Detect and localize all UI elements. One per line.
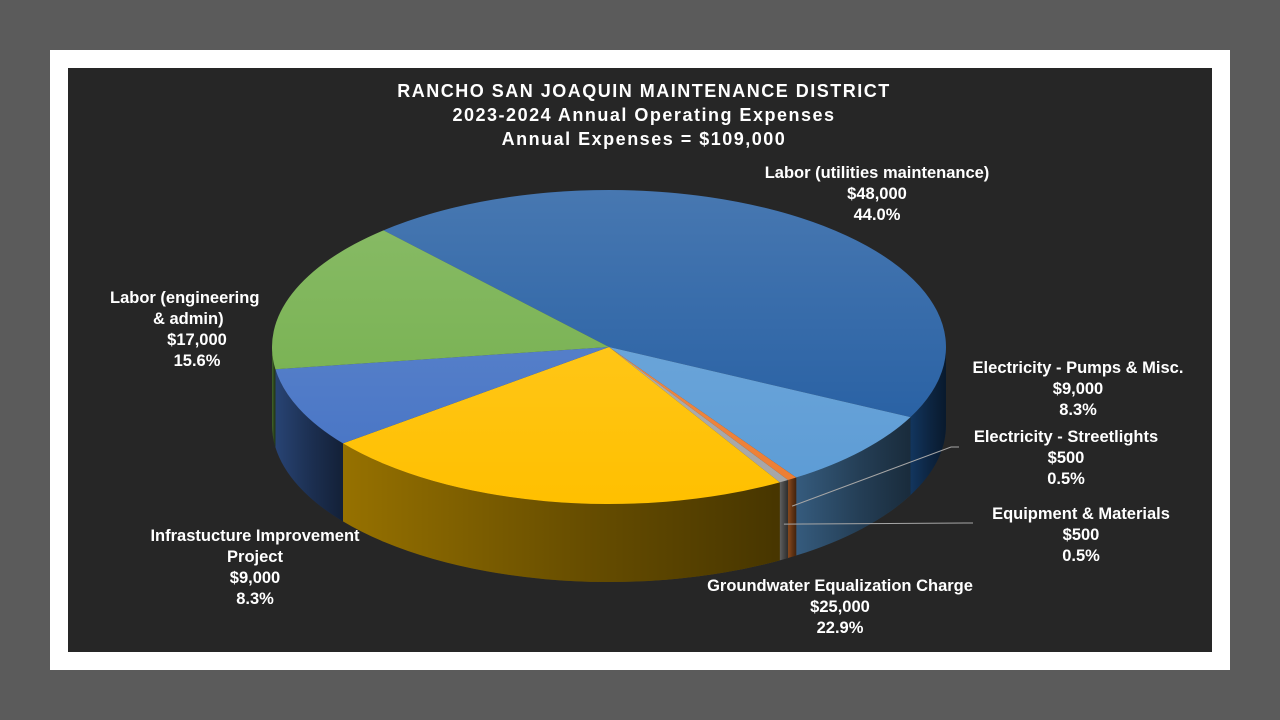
label-groundwater-name: Groundwater Equalization Charge [707, 577, 973, 595]
label-electricity-streetlights: Electricity - Streetlights $500 0.5% [950, 427, 1182, 490]
label-labor-utilities: Labor (utilities maintenance) $48,000 44… [737, 163, 1017, 226]
label-equipment-value: $500 [1062, 526, 1100, 544]
label-infrastructure-value: $9,000 [229, 569, 281, 587]
label-electricity-pumps-name: Electricity - Pumps & Misc. [972, 359, 1184, 377]
label-labor-engineering-name-1: Labor (engineering [110, 289, 260, 307]
label-electricity-pumps-value: $9,000 [1052, 380, 1104, 398]
chart-title: RANCHO SAN JOAQUIN MAINTENANCE DISTRICT … [0, 79, 1280, 151]
label-equipment-percent: 0.5% [1062, 547, 1100, 565]
label-electricity-pumps-percent: 8.3% [1059, 401, 1097, 419]
label-infrastructure-name-2: Project [227, 548, 283, 566]
label-labor-utilities-value: $48,000 [847, 185, 907, 203]
pie-side-shade-equipment-materials [779, 480, 789, 561]
title-line-3: Annual Expenses = $109,000 [501, 129, 787, 149]
label-labor-utilities-percent: 44.0% [853, 206, 901, 224]
label-groundwater-percent: 22.9% [816, 619, 864, 637]
label-electricity-streetlights-percent: 0.5% [1047, 470, 1085, 488]
label-infrastructure-percent: 8.3% [236, 590, 274, 608]
label-labor-engineering-name-2: & admin) [153, 310, 224, 328]
label-electricity-streetlights-value: $500 [1047, 449, 1085, 467]
pie-side-shade-groundwater-equalization-charge [342, 443, 780, 582]
label-infrastructure-name-1: Infrastucture Improvement [150, 527, 360, 545]
label-groundwater-value: $25,000 [810, 598, 870, 616]
pie-side-shade-labor-utilities-maintenance [910, 347, 946, 496]
leader-line-streetlights [791, 446, 959, 507]
label-labor-engineering-percent: 15.6% [173, 352, 221, 370]
pie-top-shine [272, 190, 946, 504]
pie-side-shade-electricity-streetlights [788, 477, 797, 559]
label-infrastructure: Infrastucture Improvement Project $9,000… [124, 526, 386, 610]
label-labor-utilities-name: Labor (utilities maintenance) [764, 164, 990, 182]
title-line-1: RANCHO SAN JOAQUIN MAINTENANCE DISTRICT [397, 81, 891, 101]
label-electricity-streetlights-name: Electricity - Streetlights [973, 428, 1159, 446]
label-equipment: Equipment & Materials $500 0.5% [968, 504, 1194, 567]
pie-side-shade-labor-engineering-admin [272, 347, 276, 448]
title-line-2: 2023-2024 Annual Operating Expenses [452, 105, 836, 125]
label-electricity-pumps: Electricity - Pumps & Misc. $9,000 8.3% [947, 358, 1209, 421]
pie-side-shade-electricity-pumps-misc [796, 417, 911, 556]
leader-line-equipment [783, 522, 973, 525]
label-labor-engineering-value: $17,000 [167, 331, 227, 349]
label-groundwater: Groundwater Equalization Charge $25,000 … [680, 576, 1000, 639]
label-equipment-name: Equipment & Materials [992, 505, 1170, 523]
label-labor-engineering: Labor (engineering & admin) $17,000 15.6… [98, 288, 296, 372]
pie-side-shade-infrastucture-improvement-project [275, 369, 343, 522]
